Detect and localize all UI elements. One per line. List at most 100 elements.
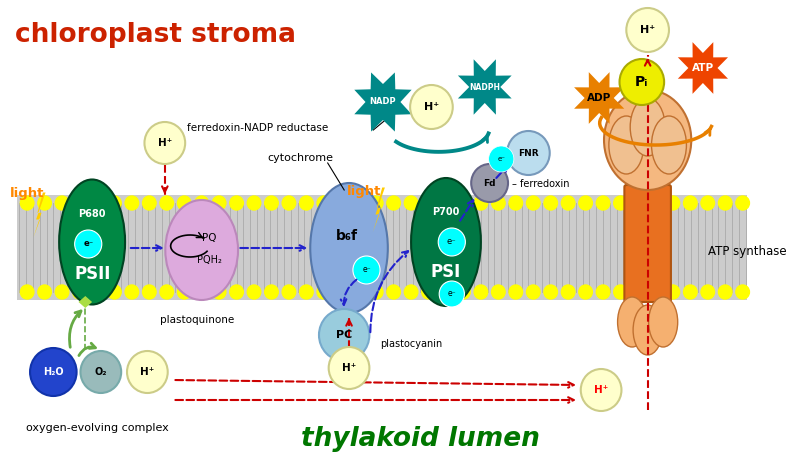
Text: H⁺: H⁺ xyxy=(342,363,356,373)
Circle shape xyxy=(212,196,226,210)
Circle shape xyxy=(30,348,77,396)
Ellipse shape xyxy=(604,90,691,190)
Circle shape xyxy=(509,196,522,210)
Text: e⁻: e⁻ xyxy=(83,239,94,249)
Text: light: light xyxy=(10,186,44,200)
Circle shape xyxy=(108,285,121,299)
Text: H⁺: H⁺ xyxy=(140,367,154,377)
Text: NADP: NADP xyxy=(370,97,396,106)
Circle shape xyxy=(422,285,435,299)
Text: plastoquinone: plastoquinone xyxy=(160,315,234,325)
Text: H⁺: H⁺ xyxy=(594,385,608,395)
Circle shape xyxy=(526,196,540,210)
Circle shape xyxy=(265,285,278,299)
Text: b₆f: b₆f xyxy=(336,229,358,243)
Circle shape xyxy=(329,347,370,389)
Text: e⁻: e⁻ xyxy=(362,266,370,275)
Circle shape xyxy=(683,196,697,210)
Text: PQH₂: PQH₂ xyxy=(197,255,222,265)
Text: cytochrome: cytochrome xyxy=(267,153,334,163)
Circle shape xyxy=(334,196,348,210)
Circle shape xyxy=(614,196,627,210)
Circle shape xyxy=(299,196,313,210)
Circle shape xyxy=(195,285,209,299)
Text: FNR: FNR xyxy=(518,149,538,158)
Text: thylakoid lumen: thylakoid lumen xyxy=(301,426,539,452)
Circle shape xyxy=(666,196,680,210)
Circle shape xyxy=(439,281,465,307)
Ellipse shape xyxy=(618,297,646,347)
Circle shape xyxy=(370,196,383,210)
Text: H⁺: H⁺ xyxy=(424,102,439,112)
Polygon shape xyxy=(373,187,385,233)
Circle shape xyxy=(562,285,575,299)
Circle shape xyxy=(457,196,470,210)
Circle shape xyxy=(317,285,330,299)
Circle shape xyxy=(20,285,34,299)
Circle shape xyxy=(247,196,261,210)
Circle shape xyxy=(160,285,174,299)
Circle shape xyxy=(596,196,610,210)
Circle shape xyxy=(370,285,383,299)
Circle shape xyxy=(55,196,69,210)
Circle shape xyxy=(81,351,121,393)
Circle shape xyxy=(73,285,86,299)
Text: PSI: PSI xyxy=(431,263,461,281)
Circle shape xyxy=(353,256,380,284)
Circle shape xyxy=(142,285,156,299)
Circle shape xyxy=(474,196,488,210)
Circle shape xyxy=(352,285,366,299)
Circle shape xyxy=(507,131,550,175)
Circle shape xyxy=(581,369,622,411)
Circle shape xyxy=(579,196,592,210)
Circle shape xyxy=(319,309,370,361)
Circle shape xyxy=(212,285,226,299)
Circle shape xyxy=(230,285,243,299)
Circle shape xyxy=(422,196,435,210)
Ellipse shape xyxy=(166,200,238,300)
Text: Fd: Fd xyxy=(483,179,496,187)
Circle shape xyxy=(631,285,645,299)
Circle shape xyxy=(544,196,558,210)
Circle shape xyxy=(142,196,156,210)
Text: P680: P680 xyxy=(78,209,106,219)
Text: e⁻: e⁻ xyxy=(447,289,456,298)
Circle shape xyxy=(439,196,453,210)
Circle shape xyxy=(125,285,138,299)
Circle shape xyxy=(649,285,662,299)
Ellipse shape xyxy=(651,116,686,174)
Circle shape xyxy=(352,196,366,210)
Circle shape xyxy=(125,196,138,210)
Text: plastocyanin: plastocyanin xyxy=(380,339,442,349)
Circle shape xyxy=(649,196,662,210)
Circle shape xyxy=(20,196,34,210)
Circle shape xyxy=(457,285,470,299)
Circle shape xyxy=(631,196,645,210)
Circle shape xyxy=(736,196,750,210)
Circle shape xyxy=(491,196,505,210)
Circle shape xyxy=(230,196,243,210)
Circle shape xyxy=(404,196,418,210)
Circle shape xyxy=(73,196,86,210)
Circle shape xyxy=(38,285,51,299)
Circle shape xyxy=(108,196,121,210)
Circle shape xyxy=(619,59,664,105)
Circle shape xyxy=(562,196,575,210)
Circle shape xyxy=(38,196,51,210)
Text: ADP: ADP xyxy=(587,93,611,103)
Polygon shape xyxy=(678,42,728,94)
Circle shape xyxy=(317,196,330,210)
FancyBboxPatch shape xyxy=(624,185,671,302)
Circle shape xyxy=(90,196,104,210)
Circle shape xyxy=(247,285,261,299)
Circle shape xyxy=(404,285,418,299)
Ellipse shape xyxy=(609,116,644,174)
Circle shape xyxy=(701,196,714,210)
Polygon shape xyxy=(354,73,412,132)
Circle shape xyxy=(438,228,466,256)
Circle shape xyxy=(282,285,296,299)
Ellipse shape xyxy=(411,178,481,306)
Text: PSII: PSII xyxy=(75,265,111,283)
Text: H⁺: H⁺ xyxy=(158,138,172,148)
Text: ATP: ATP xyxy=(692,63,714,73)
